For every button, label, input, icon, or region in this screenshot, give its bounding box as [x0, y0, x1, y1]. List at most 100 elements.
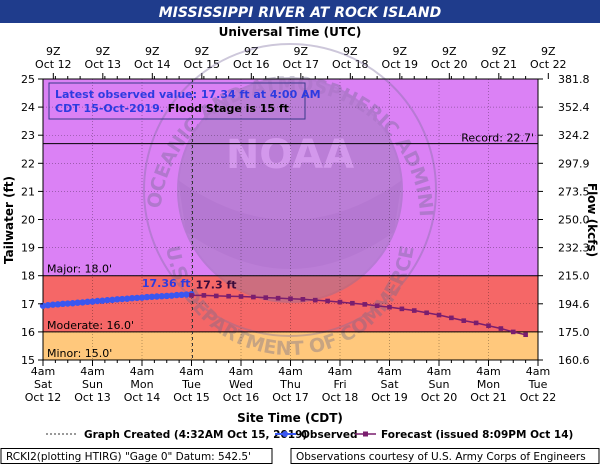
observed-point	[153, 293, 161, 300]
x-tick-label: 4am	[31, 365, 55, 378]
top-tick-label: Oct 19	[382, 58, 419, 71]
top-tick-label: 9Z	[442, 45, 457, 58]
series-forecast-line	[191, 294, 526, 336]
forecast-point	[201, 293, 207, 298]
observed-point	[168, 292, 175, 299]
latest-observed-date: CDT 15-Oct-2019.	[55, 102, 164, 115]
legend-observed: Observed	[301, 429, 357, 441]
observed-point	[183, 291, 190, 298]
x-tick-label: Oct 12	[25, 391, 62, 404]
forecast-point	[300, 297, 306, 302]
observed-point	[64, 300, 71, 307]
observed-point	[54, 301, 62, 308]
top-axis-title: Universal Time (UTC)	[219, 25, 362, 39]
observed-point	[69, 300, 76, 307]
latest-observed-line2: CDT 15-Oct-2019. Flood Stage is 15 ft	[55, 102, 289, 115]
y-tick-label: 19	[21, 242, 35, 255]
chart-title: MISSISSIPPI RIVER AT ROCK ISLAND	[159, 5, 442, 21]
legend-forecast: Forecast (issued 8:09PM Oct 14)	[381, 429, 573, 441]
observed-point	[173, 291, 180, 299]
forecast-point	[362, 302, 368, 307]
x-tick-label: Oct 21	[470, 391, 507, 404]
forecast-point	[238, 294, 244, 299]
x-tick-label: Fri	[333, 378, 346, 391]
x-tick-label: Oct 15	[173, 391, 210, 404]
y-axis-title: Tailwater (ft)	[2, 176, 16, 264]
top-tick-label: Oct 16	[233, 58, 270, 71]
observed-point	[138, 294, 146, 301]
forecast-point	[189, 293, 194, 298]
legend-graph-created: Graph Created (4:32AM Oct 15, 2019)	[84, 429, 307, 441]
flow-tick-label: 232.3	[558, 242, 590, 255]
record-label: Record: 22.7'	[461, 132, 534, 145]
band-label-minor: Minor: 15.0'	[47, 347, 112, 360]
forecast-point	[436, 312, 442, 318]
x-tick-label: Oct 17	[272, 391, 309, 404]
top-tick-label: 9Z	[244, 45, 259, 58]
noaa-seal-center	[177, 77, 403, 303]
top-tick-label: 9Z	[195, 45, 210, 58]
x-tick-label: Oct 13	[74, 391, 111, 404]
top-tick-label: 9Z	[294, 45, 309, 58]
flood-band-major	[43, 79, 538, 276]
forecast-point	[424, 310, 429, 316]
x-tick-label: 4am	[229, 365, 253, 378]
x-tick-label: 4am	[526, 365, 550, 378]
forecast-point	[461, 318, 467, 323]
flood-stage-text: Flood Stage is 15 ft	[164, 102, 289, 115]
forecast-point	[374, 303, 380, 309]
top-tick-label: Oct 17	[283, 58, 320, 71]
legend-observed-marker	[282, 431, 288, 437]
flow-tick-label: 324.2	[558, 129, 590, 142]
top-tick-label: Oct 13	[85, 58, 122, 71]
flow-tick-label: 381.8	[558, 73, 590, 86]
forecast-point	[411, 308, 417, 313]
x-tick-label: Oct 19	[371, 391, 408, 404]
top-tick-label: Oct 18	[332, 58, 369, 71]
observed-point	[114, 296, 121, 303]
observed-point	[49, 301, 57, 308]
flow-tick-label: 250.0	[558, 214, 590, 227]
y-tick-label: 18	[21, 270, 35, 283]
forecast-point	[498, 326, 504, 331]
top-tick-label: Oct 22	[530, 58, 567, 71]
top-tick-label: 9Z	[393, 45, 408, 58]
observed-point	[143, 293, 151, 301]
legend-forecast-marker	[363, 431, 368, 437]
x-tick-label: Sun	[82, 378, 103, 391]
forecast-point	[288, 296, 293, 302]
noaa-seal-ring	[143, 43, 437, 337]
y-tick-label: 24	[21, 101, 35, 114]
band-label-moderate: Moderate: 16.0'	[47, 319, 134, 332]
latest-observed-box	[48, 82, 306, 120]
forecast-value-label: 17.3 ft	[196, 278, 237, 291]
flow-tick-label: 160.6	[558, 354, 590, 367]
y-tick-label: 25	[21, 73, 35, 86]
footer-courtesy: Observations courtesy of U.S. Army Corps…	[296, 451, 586, 463]
title-bar	[0, 0, 600, 23]
x-tick-label: Sun	[429, 378, 450, 391]
x-tick-label: Oct 20	[421, 391, 458, 404]
y-tick-label: 16	[21, 326, 35, 339]
x-tick-label: Tue	[181, 378, 201, 391]
observed-point	[99, 297, 106, 304]
observed-point	[158, 293, 165, 300]
observed-point	[133, 294, 141, 302]
y-tick-label: 21	[21, 185, 35, 198]
flow-tick-label: 297.9	[558, 157, 590, 170]
x-tick-label: Thu	[279, 378, 301, 391]
flow-tick-label: 194.6	[558, 298, 590, 311]
observed-point	[79, 299, 86, 306]
observed-point	[123, 295, 131, 302]
forecast-point	[523, 332, 528, 338]
top-tick-label: Oct 20	[431, 58, 468, 71]
top-tick-label: Oct 21	[481, 58, 518, 71]
x-tick-label: 4am	[328, 365, 352, 378]
forecast-point	[325, 298, 330, 304]
y-tick-label: 22	[21, 157, 35, 170]
x-axis-title: Site Time (CDT)	[237, 411, 343, 425]
observed-point	[128, 294, 136, 302]
forecast-point	[251, 294, 256, 300]
observed-point	[104, 296, 111, 304]
x-tick-label: Oct 22	[520, 391, 557, 404]
